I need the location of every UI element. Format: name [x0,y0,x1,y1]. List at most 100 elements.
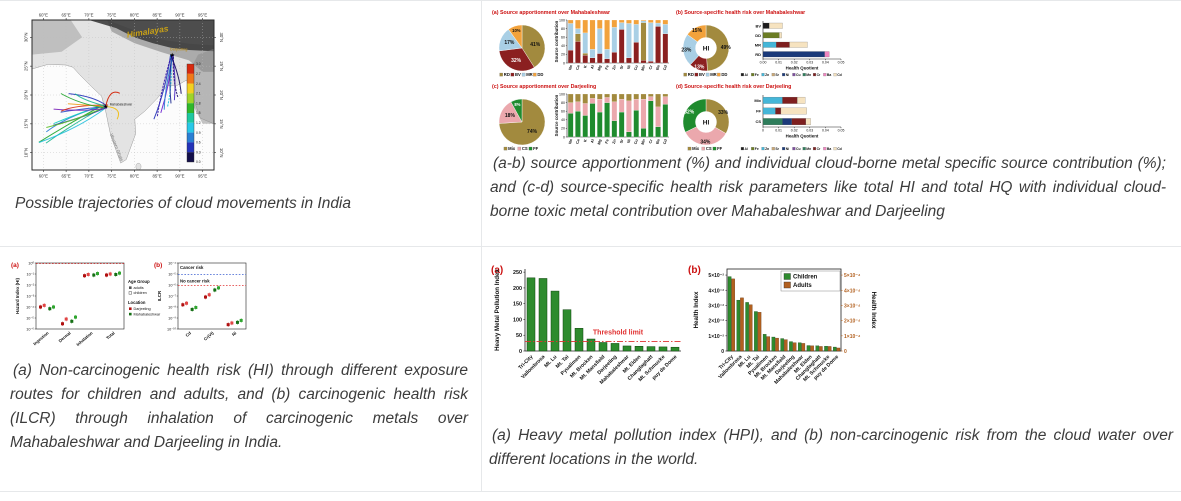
cell-hpi-health-index: (a) 0 50 100 150 200 250 Heavy Metal Pollution … [481,247,1181,491]
svg-text:2×10⁻⁴: 2×10⁻⁴ [844,319,861,325]
svg-text:Cd: Cd [837,147,842,151]
svg-text:Ca: Ca [575,64,580,71]
svg-text:10⁰: 10⁰ [28,261,34,265]
svg-text:Cr: Cr [648,64,653,70]
svg-text:Sr: Sr [775,147,779,151]
svg-text:Cd: Cd [663,64,668,71]
svg-text:Mg: Mg [597,138,602,145]
svg-text:10⁻⁶: 10⁻⁶ [26,327,34,331]
svg-text:0.01: 0.01 [775,61,782,65]
pie-donut_dar: 33% 34% 32% HI Mix CS FF [682,98,730,151]
svg-text:20: 20 [561,127,565,131]
svg-text:8%: 8% [514,102,520,107]
svg-text:1.2: 1.2 [196,121,201,125]
svg-text:Sr: Sr [619,138,624,143]
svg-text:Zn: Zn [612,138,617,144]
svg-text:Cd: Cd [184,330,192,338]
svg-text:(d) Source-specific health ris: (d) Source-specific health risk over Dar… [676,84,791,90]
svg-text:Fe: Fe [755,147,759,151]
svg-text:Health Index: Health Index [870,292,877,329]
health-risk-scatter-figure: (a) 10⁰ 10⁻¹ 10⁻² 10⁻³ 10⁻⁴ 10⁻⁵ 10⁻⁶ Hazard Ind… [11,261,247,347]
svg-text:20: 20 [561,53,565,57]
svg-text:Source contribution: Source contribution [554,20,559,62]
svg-text:Adults: Adults [793,283,812,289]
svg-text:95°E: 95°E [198,174,207,179]
svg-text:0: 0 [721,349,724,355]
svg-text:Ni: Ni [786,73,789,77]
svg-text:85°E: 85°E [152,13,161,18]
pie-donut_mah: 49% 13% 23% 15% HI RD BV MR DD [681,24,731,77]
svg-text:0: 0 [762,129,764,133]
svg-text:(b): (b) [688,265,701,276]
map-body: ★Mahabaleshwar★DarjeelingHimalayasWester… [32,20,214,170]
svg-text:Ni: Ni [231,330,237,337]
svg-text:Cu: Cu [796,73,801,77]
svg-text:FF: FF [717,146,723,151]
svg-text:2×10⁻²: 2×10⁻² [708,319,724,325]
svg-text:90°E: 90°E [175,174,184,179]
svg-text:0.9: 0.9 [196,131,201,135]
table-row-divider [0,246,1181,247]
svg-text:Cr(VI): Cr(VI) [203,330,215,342]
svg-text:75°E: 75°E [107,13,116,18]
svg-text:Mn: Mn [641,138,646,145]
svg-text:60: 60 [561,36,565,40]
svg-text:Ingestion: Ingestion [32,330,50,346]
svg-text:Inhalation: Inhalation [75,330,94,347]
svg-text:Cu: Cu [796,147,801,151]
svg-text:Cancer risk: Cancer risk [180,265,204,270]
svg-text:1.8: 1.8 [196,101,201,105]
scatter-ilcr_scatter: (b) 10⁻⁴ 10⁻⁵ 10⁻⁶ 10⁻⁷ 10⁻⁸ 10⁻⁹ 10⁻¹⁰ ILCR Canc… [154,261,247,342]
svg-text:1×10⁻⁴: 1×10⁻⁴ [844,334,861,340]
svg-text:Source contribution: Source contribution [554,94,559,136]
svg-text:60: 60 [561,110,565,114]
svg-text:(b) Source-specific health ris: (b) Source-specific health risk over Mah… [676,10,805,16]
svg-text:0.05: 0.05 [838,61,845,65]
svg-text:BV: BV [699,72,705,77]
svg-text:Fe: Fe [755,73,759,77]
map-frame: 60°E 60°E 65°E 65°E 70°E 70°E 75°E 75°E 80°E 80°E… [24,13,225,179]
svg-text:Dermal: Dermal [58,330,72,343]
svg-text:Al: Al [745,147,748,151]
svg-text:Heavy Metal Pollution Index: Heavy Metal Pollution Index [494,269,501,351]
svg-text:Health Quotient: Health Quotient [786,66,819,71]
svg-text:20°N: 20°N [219,90,224,100]
svg-text:41%: 41% [530,42,541,48]
svg-text:13%: 13% [694,64,705,70]
hq-bars-hq_mah: BV DD MR RD 0.00 0.01 0.02 0.03 0.04 0.05 Health Q… [740,21,845,77]
svg-text:10⁻⁵: 10⁻⁵ [26,316,34,320]
hpi-health-index-figure: (a) 0 50 100 150 200 250 Heavy Metal Pollution … [491,265,877,385]
svg-text:10%: 10% [512,28,521,33]
svg-text:RD: RD [504,72,510,77]
svg-text:Cr: Cr [817,73,821,77]
svg-text:Mg: Mg [597,64,602,71]
svg-text:Ba: Ba [827,73,831,77]
svg-text:CS: CS [755,119,761,124]
svg-text:2.7: 2.7 [196,72,201,76]
svg-text:23%: 23% [681,48,692,54]
svg-text:CS: CS [706,146,712,151]
svg-text:Zn: Zn [612,64,617,70]
svg-text:DD: DD [721,72,727,77]
svg-text:Ba: Ba [827,147,831,151]
svg-text:Mn: Mn [806,73,811,77]
site-label-mahabaleshwar: Mahabaleshwar [110,103,133,107]
health-index-bar-chart: (b) 0 1×10⁻² 2×10⁻² 3×10⁻² 4×10⁻² 5×10⁻² 0 1×10⁻… [688,265,877,385]
svg-text:0.3: 0.3 [196,150,201,154]
svg-text:10⁻⁶: 10⁻⁶ [168,283,176,287]
svg-text:Mix: Mix [754,98,761,103]
svg-text:Hazard Index (HI): Hazard Index (HI) [15,278,20,314]
svg-text:250: 250 [513,270,522,276]
svg-text:30°N: 30°N [24,33,29,43]
svg-text:0: 0 [563,61,565,65]
svg-text:Ca: Ca [575,138,580,145]
svg-text:25°N: 25°N [219,61,224,71]
cell-cloud-trajectories: ★ Mahabaleshwar ★ Darjeeling Himalayas Wester… [0,0,481,244]
table-column-divider [481,0,482,491]
svg-text:65°E: 65°E [61,174,70,179]
pie-pie_dar: 74% 18% 8% Mix CS FF [498,98,546,151]
svg-text:HI: HI [703,119,710,126]
svg-text:Cu: Cu [634,138,639,145]
svg-text:75°E: 75°E [107,174,116,179]
svg-text:0: 0 [563,135,565,139]
